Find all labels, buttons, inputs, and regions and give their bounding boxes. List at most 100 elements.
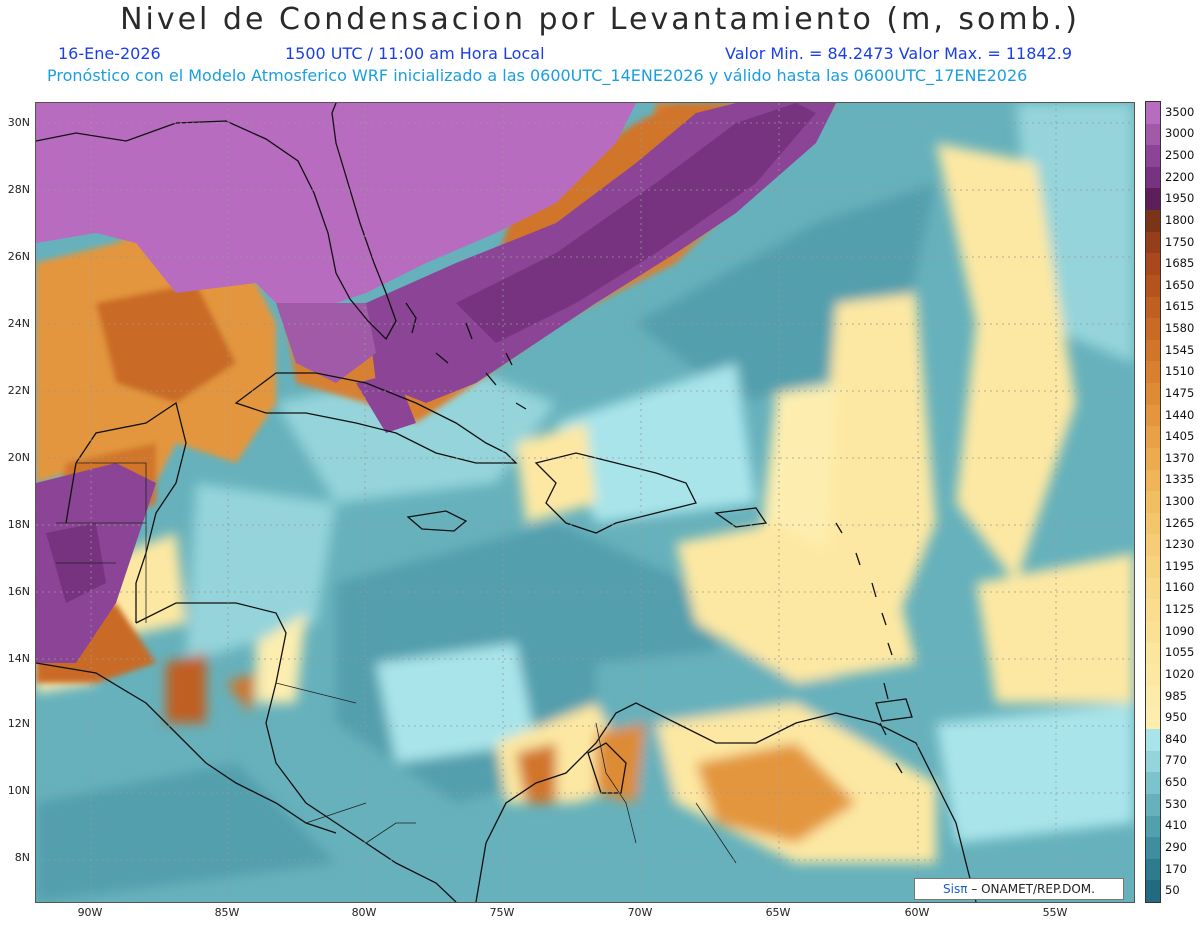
- colorbar-segment: [1146, 772, 1160, 795]
- forecast-time: 1500 UTC / 11:00 am Hora Local: [285, 44, 545, 63]
- credit-box: Sisπ – ONAMET/REP.DOM.: [914, 878, 1124, 900]
- colorbar-segment: [1146, 469, 1160, 492]
- colorbar-segment: [1146, 231, 1160, 254]
- colorbar-segment: [1146, 534, 1160, 557]
- colorbar-label: 1750: [1165, 234, 1195, 249]
- colorbar-segment: [1146, 383, 1160, 406]
- lon-label-65w: 65W: [765, 906, 791, 919]
- colorbar-label: 1950: [1165, 191, 1195, 206]
- colorbar-segment: [1146, 404, 1160, 427]
- lat-label-18n: 18N: [7, 518, 30, 531]
- colorbar-segment: [1146, 102, 1160, 125]
- field-smooth: [36, 103, 1134, 902]
- colorbar-label: 530: [1165, 796, 1187, 811]
- colorbar-segment: [1146, 620, 1160, 644]
- colorbar-segment: [1146, 837, 1160, 860]
- colorbar-label: 410: [1165, 818, 1187, 833]
- colorbar: [1145, 101, 1161, 903]
- lat-label-8n: 8N: [14, 851, 30, 864]
- colorbar-label: 1195: [1165, 558, 1195, 573]
- colorbar-segment: [1146, 296, 1160, 319]
- colorbar-segment: [1146, 123, 1160, 146]
- colorbar-label: 1650: [1165, 277, 1195, 292]
- colorbar-label: 1440: [1165, 407, 1195, 422]
- lat-label-28n: 28N: [7, 183, 30, 196]
- colorbar-segment: [1146, 858, 1160, 881]
- colorbar-label: 1405: [1165, 429, 1195, 444]
- lat-label-14n: 14N: [7, 652, 30, 665]
- colorbar-label: 985: [1165, 688, 1187, 703]
- colorbar-label: 840: [1165, 731, 1187, 746]
- colorbar-segment: [1146, 447, 1160, 471]
- lon-label-80w: 80W: [351, 906, 377, 919]
- colorbar-segment: [1146, 750, 1160, 773]
- borders: [56, 462, 737, 864]
- lon-label-85w: 85W: [214, 906, 240, 919]
- lon-label-90w: 90W: [77, 906, 103, 919]
- map-title: Nivel de Condensacion por Levantamiento …: [120, 2, 1080, 37]
- colorbar-segment: [1146, 707, 1160, 730]
- value-range: Valor Min. = 84.2473 Valor Max. = 11842.…: [725, 44, 1073, 63]
- colorbar-segment: [1146, 210, 1160, 233]
- colorbar-segment: [1146, 339, 1160, 362]
- colorbar-label: 1300: [1165, 494, 1195, 508]
- lon-label-75w: 75W: [489, 906, 515, 919]
- colorbar-label: 1370: [1165, 450, 1195, 465]
- colorbar-label: 950: [1165, 710, 1187, 725]
- lat-label-26n: 26N: [7, 250, 30, 263]
- colorbar-label: 2200: [1165, 169, 1195, 184]
- colorbar-label: 1510: [1165, 364, 1195, 379]
- colorbar-label: 2500: [1165, 148, 1195, 163]
- coastlines: [36, 103, 977, 902]
- colorbar-label: 1475: [1165, 385, 1195, 400]
- colorbar-label: 1230: [1165, 537, 1195, 552]
- lat-label-16n: 16N: [7, 585, 30, 598]
- colorbar-label: 50: [1165, 883, 1180, 898]
- colorbar-segment: [1146, 664, 1160, 687]
- colorbar-label: 1265: [1165, 515, 1195, 530]
- colorbar-segment: [1146, 512, 1160, 535]
- colorbar-segment: [1146, 426, 1160, 449]
- colorbar-segment: [1146, 491, 1160, 514]
- colorbar-segment: [1146, 166, 1160, 189]
- colorbar-label: 770: [1165, 753, 1187, 768]
- colorbar-label: 1615: [1165, 299, 1195, 314]
- colorbar-segment: [1146, 274, 1160, 298]
- colorbar-label: 1020: [1165, 666, 1195, 681]
- map-panel: [35, 102, 1135, 903]
- colorbar-label: 3500: [1165, 104, 1195, 119]
- forecast-date: 16-Ene-2026: [58, 44, 161, 63]
- colorbar-label: 1125: [1165, 602, 1195, 617]
- lat-label-24n: 24N: [7, 317, 30, 330]
- colorbar-segment: [1146, 880, 1160, 903]
- lon-label-55w: 55W: [1042, 906, 1068, 919]
- colorbar-segment: [1146, 729, 1160, 752]
- sispi-logo: Sisπ: [943, 882, 968, 896]
- colorbar-segment: [1146, 642, 1160, 665]
- colorbar-label: 1800: [1165, 212, 1195, 227]
- colorbar-label: 3000: [1165, 126, 1195, 141]
- colorbar-segment: [1146, 577, 1160, 600]
- lat-label-22n: 22N: [7, 384, 30, 397]
- colorbar-segment: [1146, 685, 1160, 708]
- colorbar-label: 1055: [1165, 645, 1195, 660]
- colorbar-label: 170: [1165, 861, 1187, 876]
- colorbar-segment: [1146, 253, 1160, 276]
- colorbar-segment: [1146, 188, 1160, 211]
- lat-label-30n: 30N: [7, 116, 30, 129]
- colorbar-label: 1335: [1165, 472, 1195, 487]
- model-info: Pronóstico con el Modelo Atmosferico WRF…: [47, 66, 1028, 85]
- colorbar-segment: [1146, 556, 1160, 579]
- colorbar-label: 290: [1165, 839, 1187, 854]
- colorbar-segment: [1146, 145, 1160, 168]
- lcl-map: [36, 103, 1134, 902]
- credit-text: – ONAMET/REP.DOM.: [971, 882, 1095, 896]
- lat-label-10n: 10N: [7, 784, 30, 797]
- colorbar-label: 1160: [1165, 580, 1195, 595]
- lon-label-60w: 60W: [904, 906, 930, 919]
- lon-label-70w: 70W: [627, 906, 653, 919]
- colorbar-label: 1090: [1165, 623, 1195, 638]
- colorbar-segment: [1146, 361, 1160, 384]
- colorbar-label: 1545: [1165, 342, 1195, 357]
- colorbar-label: 1580: [1165, 321, 1195, 336]
